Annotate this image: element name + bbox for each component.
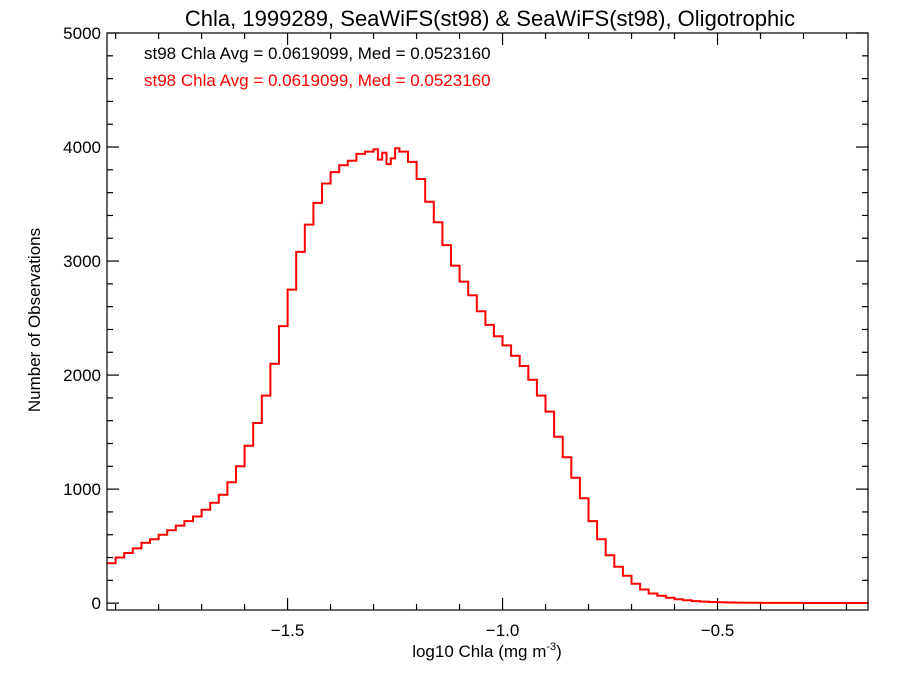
y-tick-label: 3000 — [63, 252, 101, 271]
legend-entry: st98 Chla Avg = 0.0619099, Med = 0.05231… — [144, 44, 491, 63]
x-axis-label-superscript: -3 — [546, 641, 556, 653]
plot-frame — [106, 32, 869, 611]
axis-ticks — [107, 32, 868, 610]
y-axis-label: Number of Observations — [25, 228, 44, 412]
y-tick-label: 4000 — [63, 138, 101, 157]
x-tick-label: −1.0 — [486, 621, 520, 640]
x-tick-label: −0.5 — [701, 621, 735, 640]
x-axis-label-main: log10 Chla (mg m — [412, 642, 546, 661]
x-tick-label: −1.5 — [271, 621, 305, 640]
x-axis-label-close: ) — [556, 642, 562, 661]
data-series — [107, 147, 869, 604]
y-tick-label: 1000 — [63, 480, 101, 499]
tick-labels: −1.5 −1.0 −0.5 0 1000 2000 3000 4000 5000 — [63, 24, 734, 640]
legend: st98 Chla Avg = 0.0619099, Med = 0.05231… — [144, 44, 491, 90]
legend-entry: st98 Chla Avg = 0.0619099, Med = 0.05231… — [144, 71, 491, 90]
chart-title: Chla, 1999289, SeaWiFS(st98) & SeaWiFS(s… — [185, 6, 795, 31]
histogram-line — [107, 147, 869, 604]
y-tick-label: 5000 — [63, 24, 101, 43]
y-tick-label: 0 — [92, 594, 101, 613]
x-axis-label: log10 Chla (mg m-3) — [412, 641, 562, 661]
y-tick-label: 2000 — [63, 366, 101, 385]
